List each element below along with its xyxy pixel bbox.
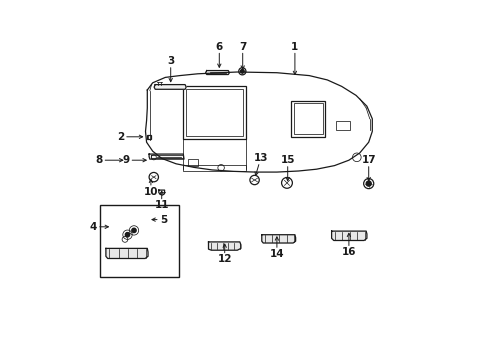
Bar [291, 101, 325, 137]
Circle shape [125, 233, 129, 237]
Polygon shape [208, 242, 241, 250]
Text: 6: 6 [215, 42, 223, 52]
Text: 9: 9 [122, 155, 129, 165]
Bar [187, 159, 197, 166]
Polygon shape [149, 154, 183, 159]
Text: 3: 3 [167, 56, 174, 66]
Text: 13: 13 [253, 153, 267, 163]
Polygon shape [205, 71, 229, 75]
Polygon shape [331, 231, 366, 240]
Text: 1: 1 [291, 42, 298, 52]
Text: 8: 8 [95, 155, 102, 165]
Text: 7: 7 [239, 42, 246, 52]
Text: 12: 12 [217, 254, 231, 264]
Text: 10: 10 [143, 186, 158, 197]
Polygon shape [106, 248, 148, 258]
Text: 5: 5 [160, 215, 167, 225]
Bar [336, 121, 349, 130]
Text: 11: 11 [154, 200, 169, 210]
Bar [183, 86, 246, 139]
Bar [146, 135, 151, 139]
Text: 4: 4 [89, 222, 97, 232]
Circle shape [366, 181, 370, 186]
Bar [294, 103, 322, 134]
Bar [100, 205, 179, 277]
Text: 17: 17 [361, 155, 375, 165]
Polygon shape [154, 85, 186, 89]
Circle shape [240, 69, 244, 73]
Text: 15: 15 [280, 155, 294, 165]
Text: 14: 14 [269, 249, 284, 259]
Bar [183, 165, 246, 171]
Text: 2: 2 [117, 132, 123, 142]
Circle shape [132, 228, 136, 233]
Polygon shape [261, 235, 295, 243]
Bar [186, 89, 243, 136]
Text: 16: 16 [341, 247, 355, 257]
